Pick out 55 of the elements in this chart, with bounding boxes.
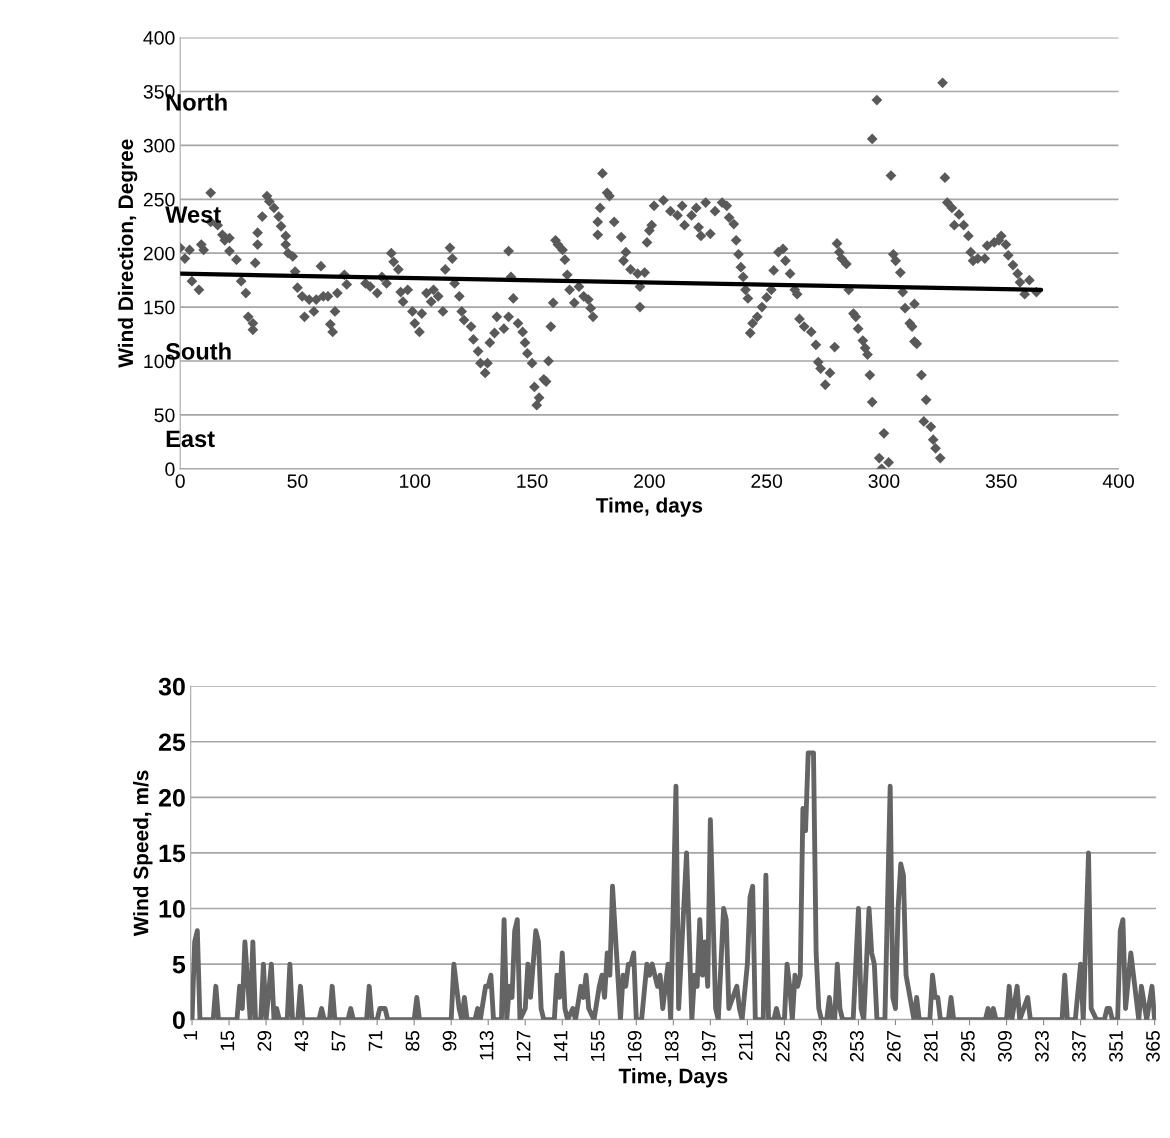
x-tick-label: 295 — [960, 1030, 975, 1062]
y-tick-label: 25 — [158, 733, 186, 752]
y-tick-label: 15 — [159, 844, 186, 863]
x-tick-label: 281 — [923, 1031, 938, 1062]
y-tick-label: 150 — [144, 300, 175, 315]
x-tick-label: 337 — [1072, 1031, 1086, 1062]
x-tick-label: 225 — [775, 1030, 790, 1062]
y-tick-label: 400 — [143, 31, 175, 45]
x-tick-label: 169 — [627, 1030, 642, 1062]
x-tick-label: 50 — [287, 474, 308, 488]
x-tick-label: 250 — [751, 474, 783, 488]
x-tick-label: 200 — [634, 474, 665, 488]
y-tick-label: 20 — [158, 788, 185, 807]
x-tick-label: 57 — [331, 1031, 346, 1051]
y-tick-label: 300 — [143, 138, 175, 153]
x-tick-label: 99 — [442, 1030, 457, 1051]
x-tick-label: 29 — [257, 1030, 272, 1051]
x-tick-label: 183 — [664, 1030, 679, 1062]
y-tick-label: 5 — [172, 955, 186, 974]
x-tick-label: 365 — [1146, 1030, 1160, 1062]
y-axis-title: Wind Speed, m/s — [133, 770, 153, 937]
x-axis-title: Time, Days — [618, 1068, 728, 1088]
x-tick-label: 239 — [812, 1030, 827, 1062]
x-tick-label: 350 — [985, 474, 1017, 488]
x-tick-label: 113 — [479, 1030, 494, 1060]
x-tick-label: 197 — [701, 1031, 716, 1062]
y-tick-label: 250 — [143, 192, 175, 207]
x-tick-label: 300 — [868, 474, 900, 488]
x-tick-label: 100 — [400, 474, 431, 488]
x-tick-label: 323 — [1035, 1030, 1049, 1062]
x-tick-label: 253 — [849, 1030, 864, 1062]
x-tick-label: 400 — [1102, 474, 1134, 488]
x-tick-label: 15 — [220, 1030, 235, 1051]
x-tick-label: 71 — [368, 1031, 383, 1051]
y-axis-title: Wind Direction, Degree — [117, 139, 138, 368]
x-tick-label: 211 — [738, 1031, 753, 1061]
x-tick-label: 267 — [886, 1031, 901, 1062]
annotation: East — [166, 430, 215, 448]
y-tick-label: 0 — [172, 1011, 185, 1029]
y-tick-label: 30 — [158, 677, 185, 696]
y-tick-label: 0 — [165, 462, 175, 477]
x-tick-label: 141 — [553, 1031, 568, 1062]
y-tick-label: 50 — [154, 408, 175, 423]
x-tick-label: 150 — [517, 474, 548, 488]
x-tick-label: 351 — [1109, 1031, 1123, 1062]
x-tick-label: 155 — [590, 1030, 605, 1062]
x-tick-label: 43 — [294, 1030, 309, 1052]
x-tick-label: 127 — [516, 1031, 531, 1062]
x-tick-label: 309 — [998, 1030, 1012, 1062]
annotation: West — [165, 206, 221, 223]
x-axis-title: Time, days — [595, 497, 703, 517]
x-tick-label: 1 — [183, 1031, 198, 1040]
y-tick-label: 10 — [159, 900, 185, 918]
x-tick-label: 85 — [405, 1030, 420, 1051]
y-tick-label: 200 — [143, 246, 175, 261]
